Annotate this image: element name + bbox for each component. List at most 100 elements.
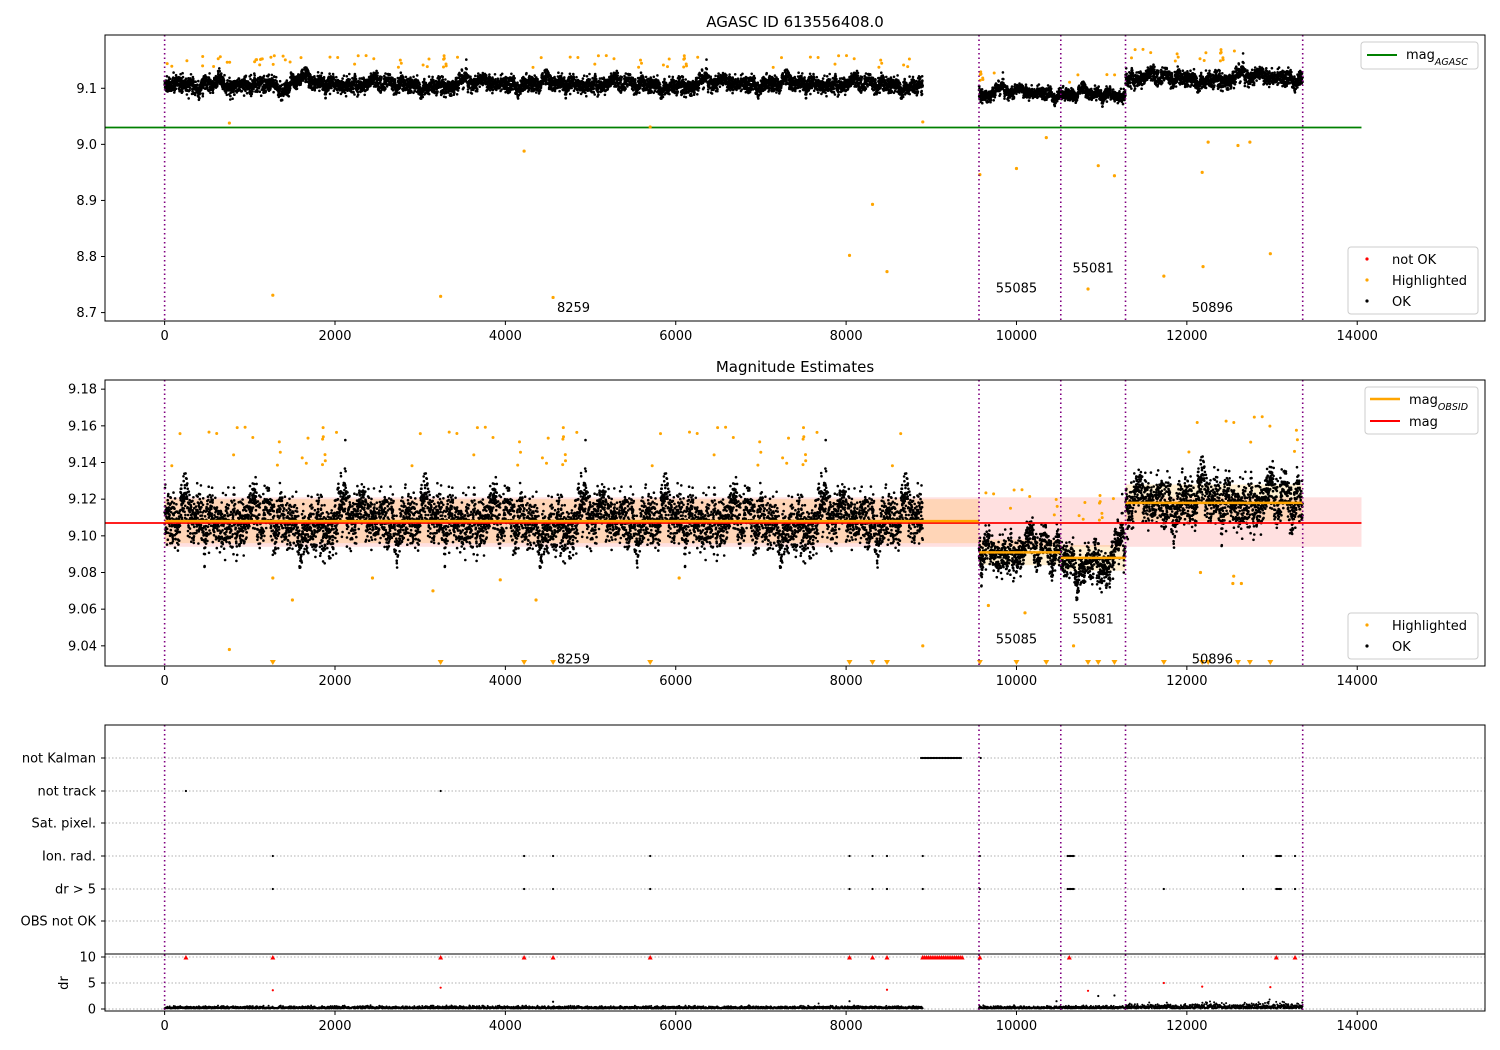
ok-point (320, 75, 323, 78)
ok-point (330, 87, 333, 90)
ok-point (323, 76, 326, 79)
ok-point (208, 72, 211, 75)
ok-point (244, 90, 247, 93)
ok-point (256, 90, 259, 93)
ok-point (376, 74, 379, 77)
highlighted-point (399, 59, 402, 62)
highlighted-point (255, 58, 258, 61)
ok-point (321, 72, 324, 75)
ok-point (494, 73, 497, 76)
ok-point (181, 72, 184, 75)
ok-point (335, 76, 338, 79)
ok-point (419, 83, 422, 86)
ok-point (428, 93, 431, 96)
ok-point (441, 76, 444, 79)
highlighted-point (289, 61, 292, 64)
ok-point (428, 75, 431, 78)
ok-point (228, 77, 231, 80)
ok-point (400, 71, 403, 74)
ok-point (324, 97, 327, 100)
ok-point (197, 80, 200, 83)
highlighted-point (272, 63, 275, 66)
highlighted-point (228, 61, 231, 64)
ok-point (251, 93, 254, 96)
highlighted-point (443, 54, 446, 57)
ok-point (205, 76, 208, 79)
ok-point (223, 79, 226, 82)
ok-point (485, 74, 488, 77)
ok-point (194, 80, 197, 83)
highlighted-point (269, 56, 272, 59)
ok-point (354, 75, 357, 78)
ok-point (476, 88, 479, 91)
ok-point (456, 93, 459, 96)
ok-point (263, 75, 266, 78)
ok-point (190, 73, 193, 76)
ok-point (384, 88, 387, 91)
ok-point (220, 72, 223, 75)
ok-point (218, 70, 221, 73)
ok-point (465, 58, 468, 61)
ok-point (202, 92, 205, 95)
highlighted-point (397, 66, 400, 69)
highlighted-point (273, 54, 276, 57)
ok-point (169, 78, 172, 81)
ok-point (363, 94, 366, 97)
highlighted-point (443, 57, 446, 60)
ok-point (453, 92, 456, 95)
ok-point (188, 89, 191, 92)
ok-point (281, 99, 284, 102)
ok-point (436, 90, 439, 93)
ok-point (328, 72, 331, 75)
panel1-title: AGASC ID 613556408.0 (706, 13, 884, 31)
ok-point (268, 73, 271, 76)
highlighted-point (400, 62, 403, 65)
ok-point (292, 73, 295, 76)
ok-point (355, 78, 358, 81)
ok-point (226, 94, 229, 97)
ok-point (478, 85, 481, 88)
ok-point (209, 92, 212, 95)
highlighted-point (442, 66, 445, 69)
ok-point (349, 78, 352, 81)
highlighted-point (428, 58, 431, 61)
ok-point (379, 81, 382, 84)
ok-point (352, 91, 355, 94)
highlighted-point (261, 57, 264, 60)
ok-point (345, 95, 348, 98)
highlighted-point (258, 63, 261, 66)
ok-point (202, 95, 205, 98)
ok-point (259, 90, 262, 93)
highlighted-point (422, 64, 425, 67)
ok-point (288, 95, 291, 98)
highlighted-point (456, 56, 459, 59)
ok-point (346, 75, 349, 78)
ok-point (467, 91, 470, 94)
ok-point (289, 87, 292, 90)
highlighted-point (426, 65, 429, 68)
ok-point (223, 74, 226, 77)
highlighted-point (300, 56, 303, 59)
ok-point (286, 79, 289, 82)
ok-point (412, 76, 415, 79)
ok-point (175, 88, 178, 91)
ok-point (196, 83, 199, 86)
ok-point (182, 76, 185, 79)
ok-point (461, 69, 464, 72)
agasc-light-curve-panel: AGASC ID 613556408.0 0 2000 4000 6000 8000 10… (76, 13, 1485, 344)
highlighted-point (357, 54, 360, 57)
ok-point (279, 80, 282, 83)
highlighted-point (201, 55, 204, 58)
ok-point (199, 92, 202, 95)
ok-point (229, 98, 232, 101)
highlighted-point (353, 63, 356, 66)
ok-point (353, 93, 356, 96)
highlighted-point (185, 59, 188, 62)
ok-point (416, 74, 419, 77)
ok-point (450, 94, 453, 97)
ok-point (389, 74, 392, 77)
ok-point (329, 93, 332, 96)
ok-point (348, 73, 351, 76)
ok-point (231, 97, 234, 100)
ok-point (186, 93, 189, 96)
